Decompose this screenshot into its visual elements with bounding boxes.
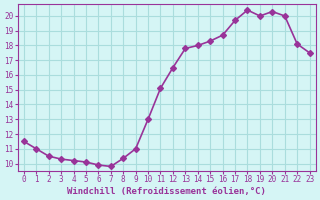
X-axis label: Windchill (Refroidissement éolien,°C): Windchill (Refroidissement éolien,°C) bbox=[67, 187, 266, 196]
